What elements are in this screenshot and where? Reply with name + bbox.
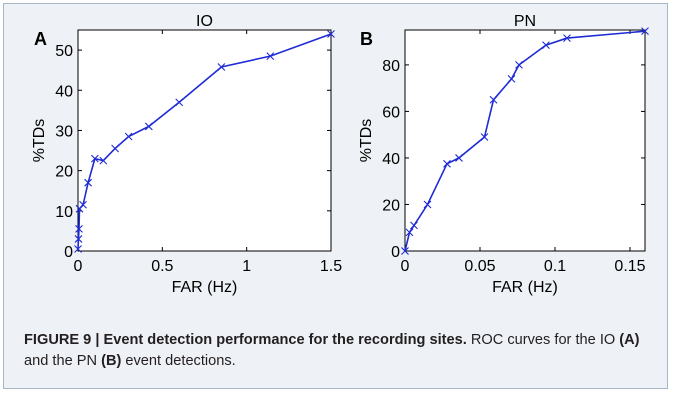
panel-b-x-label: FAR (Hz) <box>492 279 558 296</box>
panel-b-x-tick-label: 0 <box>401 258 410 275</box>
panel-b-data-point <box>507 74 516 83</box>
panel-b-data-point <box>563 34 571 43</box>
panel-a-title: IO <box>196 13 213 30</box>
panel-a-data-point <box>84 178 93 187</box>
panel-a-panel-label: A <box>34 29 47 49</box>
panel-b-y-tick-label: 60 <box>382 104 400 121</box>
panel-a-y-tick-label: 30 <box>55 123 73 140</box>
panel-b-data-point <box>410 221 418 230</box>
panel-b-title: PN <box>514 13 536 30</box>
panel-a-data-point <box>74 245 82 253</box>
panel-a-y-tick-label: 40 <box>55 83 73 100</box>
panel-b-data-point <box>542 41 550 50</box>
panel-a-data-point <box>90 154 99 163</box>
panel-a-y-tick-label: 10 <box>55 204 73 221</box>
panel-a-y-label: %TDs <box>31 119 48 163</box>
caption-text-2: and the PN <box>24 353 102 369</box>
panel-a-plot-area <box>77 29 332 252</box>
panel-a-y-tick-label: 0 <box>64 244 73 261</box>
panel-b-y-label: %TDs <box>358 119 375 163</box>
panel-a-data-point <box>124 132 133 141</box>
panel-b-x-tick-label: 0.05 <box>464 258 495 275</box>
panel-b-data-point <box>423 200 432 209</box>
panel-a-data-point <box>79 200 87 209</box>
panel-a-y-tick-label: 50 <box>55 43 73 60</box>
panel-b-data-point <box>455 154 463 162</box>
caption-ref-a: (A) <box>619 332 640 348</box>
panel-b-y-tick-label: 40 <box>382 151 400 168</box>
panel-a-x-tick-label: 1.5 <box>320 258 342 275</box>
panel-b-x-tick-label: 0.15 <box>614 258 645 275</box>
panel-a-data-point <box>327 30 335 38</box>
panel-a-data-point <box>111 144 119 153</box>
panel-a-x-tick-label: 0 <box>74 258 83 275</box>
panel-a-x-label: FAR (Hz) <box>172 279 238 296</box>
panel-a-data-point <box>99 156 108 165</box>
panel-b-data-point <box>641 27 649 36</box>
panel-b-data-point <box>515 61 523 69</box>
panel-a-data-point <box>74 235 83 243</box>
panel-b-panel-label: B <box>360 29 373 49</box>
panel-b-y-tick-label: 80 <box>382 58 400 75</box>
figure-caption: FIGURE 9 | Event detection performance f… <box>24 330 654 372</box>
panel-a-data-point <box>144 122 153 131</box>
panel-a-y-tick-label: 20 <box>55 164 73 181</box>
panel-a-data-point <box>266 52 275 61</box>
panel-b-x-tick-label: 0.1 <box>544 258 566 275</box>
figure-panels: 0 0.5 1 1.5 0 10 20 30 40 50 A IO FAR (Hz) %TDs 0 0.05 0… <box>31 13 649 296</box>
panel-b-plot-area <box>404 29 646 252</box>
panel-b-y-tick-label: 20 <box>382 197 400 214</box>
panel-a-x-tick-label: 1 <box>242 258 251 275</box>
caption-text-3: event detections. <box>121 353 236 369</box>
panel-b-data-point <box>401 247 409 255</box>
panel-b-data-point <box>489 95 498 104</box>
panel-a-data-point <box>175 98 184 107</box>
panel-b-y-tick-label: 0 <box>391 244 400 261</box>
panel-b-data-point <box>405 228 414 237</box>
panel-b-data-point <box>480 133 489 141</box>
panel-a-x-tick-label: 0.5 <box>151 258 173 275</box>
panel-b-data-point <box>443 159 451 168</box>
caption-title: FIGURE 9 | Event detection performance f… <box>24 332 467 348</box>
panel-a-data-point <box>75 225 83 233</box>
caption-ref-b: (B) <box>101 353 122 369</box>
caption-text-1: ROC curves for the IO <box>466 332 620 348</box>
panel-a-data-point <box>217 63 226 71</box>
